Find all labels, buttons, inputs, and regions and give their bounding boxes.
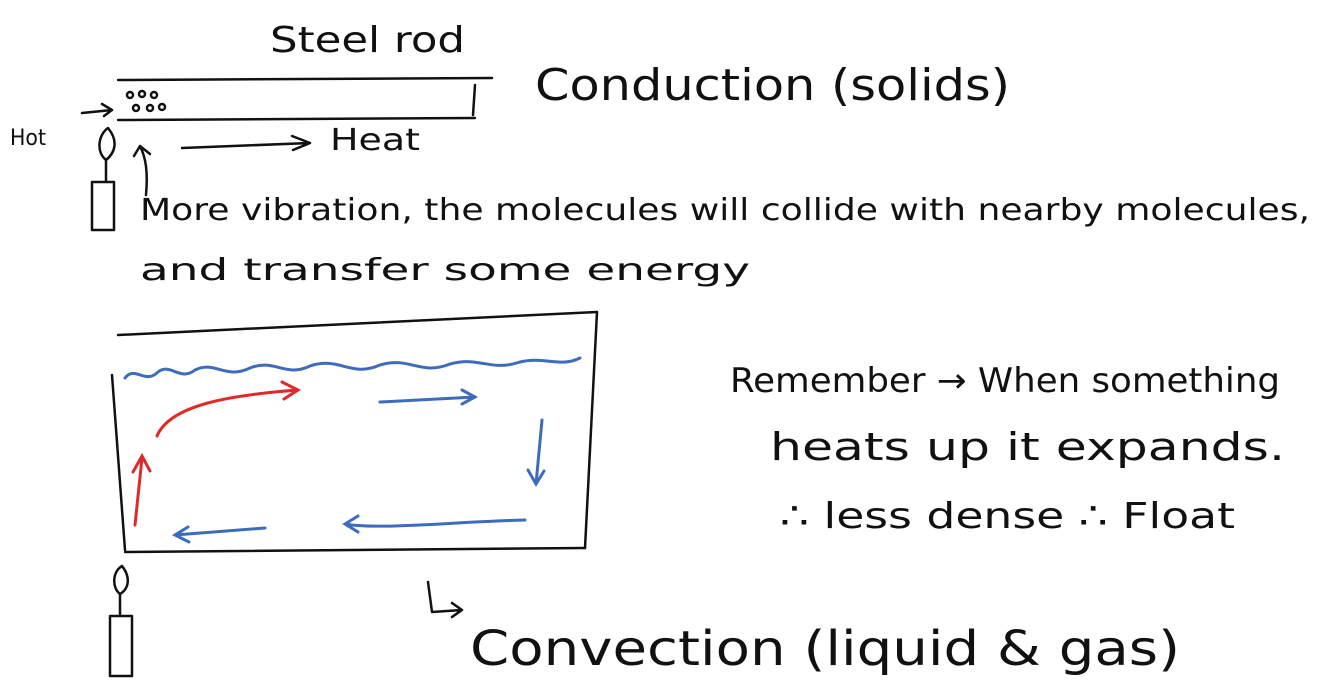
section-title: Convection (liquid & gas) [470, 621, 1180, 677]
flow-arrow [345, 516, 525, 532]
flow-arrow [528, 420, 544, 484]
note: heats up it expands. [770, 425, 1285, 469]
diagram: Steel rod Conduction (solids) Hot Heat M… [0, 0, 1329, 689]
rod-label: Steel rod [270, 20, 465, 61]
container [112, 312, 597, 552]
flow-arrow [175, 527, 265, 542]
flow-arrow [380, 390, 475, 404]
heat-arrow [182, 136, 310, 150]
steel-rod [118, 78, 492, 120]
note: ∴ less dense ∴ Float [780, 496, 1235, 537]
hot-arrow [82, 104, 112, 116]
heat-label: Heat [330, 123, 420, 158]
hot-label: Hot [10, 126, 46, 151]
explanation: and transfer some energy [140, 253, 750, 288]
section-title: Conduction (solids) [535, 60, 1010, 111]
water-surface [125, 358, 580, 378]
note: Remember → When something [730, 361, 1280, 401]
rising-arrow [133, 456, 150, 525]
branch-arrow [428, 582, 462, 617]
flow-arrow [157, 382, 298, 436]
candle [92, 128, 115, 230]
pointer-arrow [134, 146, 150, 195]
candle [110, 566, 132, 676]
explanation: More vibration, the molecules will colli… [140, 193, 1310, 228]
